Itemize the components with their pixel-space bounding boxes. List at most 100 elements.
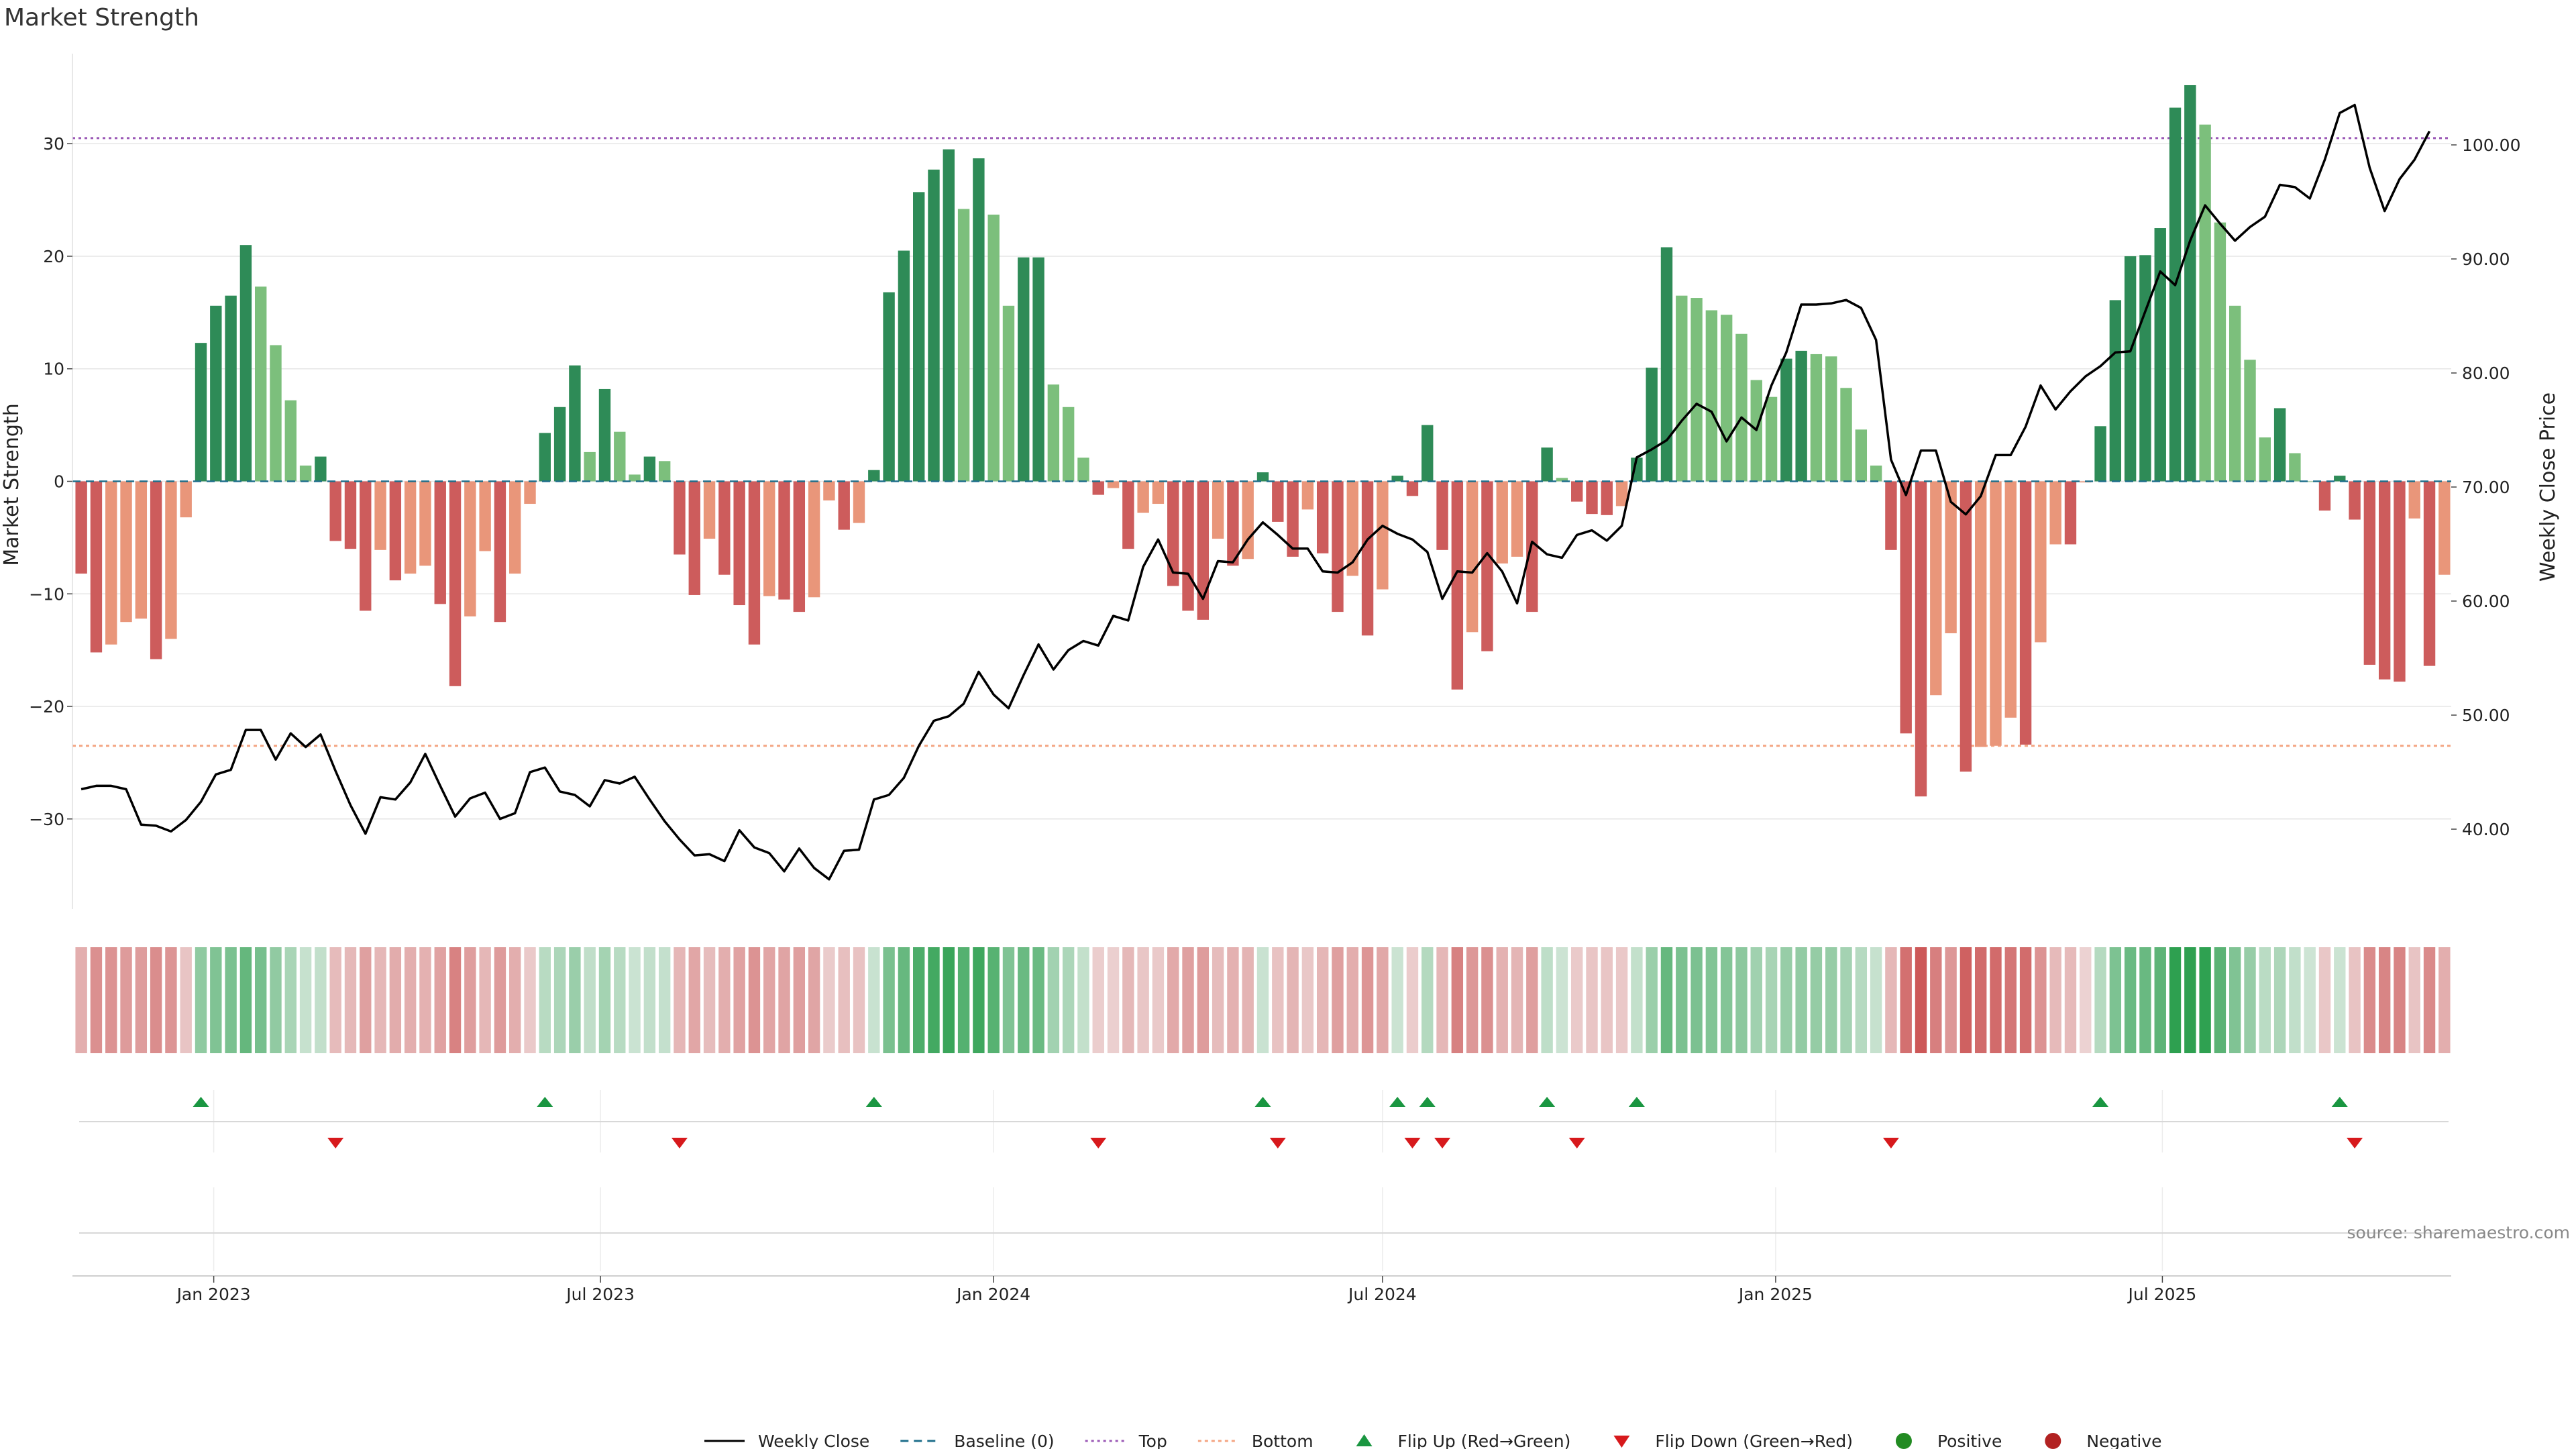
strength-bar xyxy=(1316,481,1329,553)
strength-bar xyxy=(2214,222,2226,482)
y-axis-label: Market Strength xyxy=(0,403,23,566)
heat-cell xyxy=(1451,947,1464,1053)
heat-cell xyxy=(1735,947,1748,1053)
flip-down-marker xyxy=(1090,1138,1107,1148)
heat-cell xyxy=(1137,947,1149,1053)
strength-bar xyxy=(2229,305,2241,482)
heat-cell xyxy=(987,947,1000,1053)
strength-bar xyxy=(1930,481,1942,696)
strength-bar xyxy=(2004,481,2017,718)
sign-panel xyxy=(72,1232,2451,1277)
x-tick-label: Jan 2024 xyxy=(955,1285,1030,1304)
heat-cell xyxy=(614,947,626,1053)
strength-bar xyxy=(75,481,87,574)
strength-bar xyxy=(2438,481,2451,575)
strength-bar xyxy=(2349,481,2361,520)
y2-tick-label: 70.00 xyxy=(2462,478,2510,497)
heat-cell xyxy=(1018,947,1030,1053)
heat-cell xyxy=(2334,947,2346,1053)
heat-cell xyxy=(2214,947,2226,1053)
strength-bars xyxy=(72,85,2451,797)
strength-bar xyxy=(2109,300,2122,482)
chart-title: Market Strength xyxy=(4,4,199,32)
strength-bar xyxy=(1018,257,1030,482)
heat-cell xyxy=(1646,947,1658,1053)
strength-bar xyxy=(1541,447,1553,482)
heat-cell xyxy=(674,947,686,1053)
heat-cell xyxy=(1466,947,1479,1053)
heat-cell xyxy=(105,947,117,1053)
strength-bar xyxy=(1167,481,1179,586)
strength-bar xyxy=(2064,481,2077,545)
strength-bar xyxy=(539,433,551,482)
y2-tick-label: 50.00 xyxy=(2462,706,2510,725)
heat-cell xyxy=(1496,947,1508,1053)
heat-cell xyxy=(2438,947,2451,1053)
y2-tick-label: 40.00 xyxy=(2462,820,2510,839)
strength-bar xyxy=(1077,458,1089,482)
strength-bar xyxy=(2124,256,2137,482)
strength-bar xyxy=(928,169,940,482)
x-tick-label: Jan 2025 xyxy=(1737,1285,1813,1304)
y2-tick-label: 90.00 xyxy=(2462,250,2510,269)
flip-up-marker xyxy=(2092,1097,2109,1107)
strength-bar xyxy=(1720,315,1733,482)
heat-cell xyxy=(1332,947,1344,1053)
strength-bar xyxy=(284,400,297,482)
strength-bar xyxy=(614,431,626,482)
heat-cell xyxy=(973,947,985,1053)
strength-bar xyxy=(1107,481,1120,488)
strength-bar xyxy=(1690,298,1703,482)
strength-bar xyxy=(360,481,372,611)
legend-label: Baseline (0) xyxy=(954,1432,1054,1449)
legend-label: Flip Down (Green→Red) xyxy=(1655,1432,1853,1449)
strength-bar xyxy=(509,481,521,574)
y-tick-label: 10 xyxy=(43,360,64,379)
heat-cell xyxy=(539,947,551,1053)
strength-bar xyxy=(2378,481,2391,680)
heat-cell xyxy=(1870,947,1882,1053)
heat-cell xyxy=(1526,947,1538,1053)
flip-down-marker xyxy=(327,1138,344,1148)
heat-cell xyxy=(1227,947,1239,1053)
strength-bar xyxy=(2184,85,2196,482)
legend-item: Top xyxy=(1085,1432,1167,1449)
heat-cell xyxy=(1885,947,1897,1053)
strength-bar xyxy=(1182,481,1194,611)
heat-cell xyxy=(2289,947,2301,1053)
heat-cell xyxy=(374,947,386,1053)
flip-up-marker xyxy=(1254,1097,1271,1107)
y2-tick-label: 60.00 xyxy=(2462,592,2510,611)
heat-cell xyxy=(718,947,731,1053)
strength-bar xyxy=(1676,295,1688,482)
heat-cell xyxy=(1900,947,1912,1053)
strength-bar xyxy=(1122,481,1134,549)
flip-up-marker xyxy=(1389,1097,1406,1107)
strength-bar xyxy=(1780,358,1792,482)
strength-bar xyxy=(1855,429,1868,482)
flip-up-marker xyxy=(2331,1097,2348,1107)
strength-bar xyxy=(2035,481,2047,643)
heat-cell xyxy=(1092,947,1104,1053)
heat-cell xyxy=(1197,947,1210,1053)
strength-bar xyxy=(1810,354,1823,482)
heat-cell xyxy=(2259,947,2271,1053)
heat-cell xyxy=(1436,947,1448,1053)
strength-bar xyxy=(90,481,103,653)
axes: −30 −20 −10 0 10 20 30 40.00 50.00 60.00 70.00 80.0… xyxy=(29,54,2520,909)
heat-cell xyxy=(494,947,506,1053)
strength-bar xyxy=(1451,481,1464,690)
x-axis-ticks: Jan 2023 Jul 2023 Jan 2024 Jul 2024 Jan 2025… xyxy=(176,1276,2196,1304)
strength-bar xyxy=(1615,481,1628,506)
heat-cell xyxy=(254,947,267,1053)
heat-cell xyxy=(1077,947,1089,1053)
heat-cell xyxy=(210,947,222,1053)
heat-cell xyxy=(75,947,87,1053)
heat-cell xyxy=(2169,947,2182,1053)
strength-bar xyxy=(1377,481,1389,590)
strength-bar xyxy=(1646,368,1658,482)
heat-cell xyxy=(778,947,790,1053)
legend-item: Weekly Close xyxy=(704,1432,869,1449)
heat-cell xyxy=(389,947,402,1053)
